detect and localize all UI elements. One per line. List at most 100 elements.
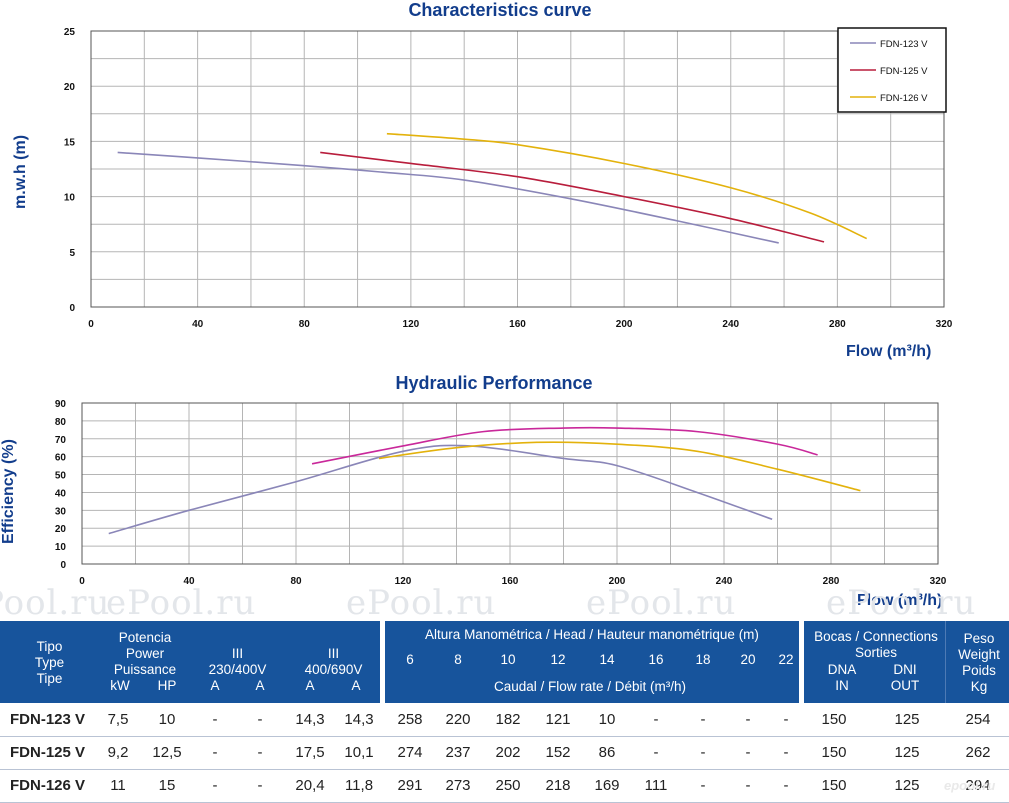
cell-dna: 150 (821, 777, 847, 794)
table-row: FDN-125 V 9,2 12,5 - - 17,5 10,1 150 125 262 274 23… (0, 736, 1009, 770)
cell-amp: 17,5 (295, 744, 325, 761)
watermark-5: ePool.ru (826, 583, 977, 623)
x-tick-label: 160 (502, 576, 519, 587)
watermark-1: ePool.ru (0, 583, 111, 623)
th-head-18: 18 (695, 652, 711, 667)
cell-flow: 274 (397, 744, 423, 761)
series-line-3 (386, 132, 868, 240)
cell-flow: - (700, 777, 706, 794)
cell-dni: 125 (894, 711, 920, 728)
cell-flow: 169 (594, 777, 620, 794)
y-tick-label: 5 (69, 248, 75, 259)
th-altura: Altura Manométrica / Head / Hauteur mano… (425, 627, 759, 642)
th-tipo: Tipo Type Tipe (34, 639, 65, 686)
cell-flow: 86 (598, 744, 616, 761)
y-tick-label: 40 (55, 488, 67, 499)
row-model: FDN-126 V (10, 777, 86, 794)
x-tick-label: 160 (509, 319, 526, 330)
series-line-3 (378, 441, 861, 492)
th-dna: DNA IN (827, 662, 857, 693)
legend-label: FDN-123 V (880, 39, 928, 50)
y-tick-label: 10 (64, 193, 76, 204)
y-tick-label: 20 (64, 82, 76, 93)
y-tick-label: 80 (55, 417, 67, 428)
characteristics-chart: 0 40 80 120 160 200 240 280 320 0 5 10 15 20 25 FDN-123… (64, 27, 953, 330)
cell-amp: 14,3 (295, 711, 325, 728)
cell-amp: - (212, 777, 218, 794)
cell-flow: - (653, 711, 659, 728)
cell-flow: - (783, 711, 789, 728)
cell-amp: 14,3 (344, 711, 374, 728)
row-model: FDN-125 V (10, 744, 86, 761)
x-tick-label: 280 (829, 319, 846, 330)
cell-flow: 121 (545, 711, 571, 728)
cell-weight: 262 (965, 744, 991, 761)
th-head-6: 6 (406, 652, 414, 667)
cell-amp: - (212, 744, 218, 761)
x-tick-label: 280 (823, 576, 840, 587)
th-peso: Peso Weight Poids Kg (958, 631, 1000, 694)
cell-weight: 294 (965, 777, 991, 794)
cell-flow: - (745, 744, 751, 761)
cell-flow: 152 (545, 744, 571, 761)
hydraulic-chart: 0 40 80 120 160 200 240 280 320 0 10 20 30 40 50 60 70 80… (55, 399, 947, 587)
legend-label: FDN-126 V (880, 93, 928, 104)
cell-dni: 125 (894, 777, 920, 794)
plot-area-frame (81, 402, 939, 565)
y-tick-label: 20 (55, 524, 67, 535)
cell-hp: 12,5 (152, 744, 182, 761)
watermark-4: ePool.ru (586, 583, 737, 623)
x-tick-label: 240 (722, 319, 739, 330)
cell-amp: - (257, 711, 263, 728)
table-row: FDN-123 V 7,5 10 - - 14,3 14,3 150 125 254 258 220 1… (0, 703, 1009, 737)
cell-kw: 11 (110, 777, 126, 794)
y-tick-label: 60 (55, 453, 67, 464)
cell-dna: 150 (821, 744, 847, 761)
header-divider (380, 621, 385, 703)
x-tick-label: 200 (609, 576, 626, 587)
x-tick-label: 0 (88, 319, 94, 330)
cell-hp: 15 (158, 777, 176, 794)
y-tick-label: 90 (55, 399, 67, 410)
x-tick-label: 120 (395, 576, 412, 587)
th-head-20: 20 (740, 652, 756, 667)
x-tick-label: 0 (79, 576, 85, 587)
series-line-2 (320, 151, 825, 243)
cell-flow: 218 (545, 777, 571, 794)
watermark-3: ePool.ru (346, 583, 497, 623)
x-tick-label: 120 (403, 319, 420, 330)
y-tick-label: 0 (69, 303, 75, 314)
cell-amp: 20,4 (295, 777, 325, 794)
cell-flow: - (783, 777, 789, 794)
cell-hp: 10 (158, 711, 176, 728)
y-tick-label: 0 (60, 560, 66, 571)
th-dni: DNI OUT (890, 662, 920, 693)
th-head-10: 10 (500, 652, 516, 667)
plot-area-frame (90, 30, 945, 308)
cell-kw: 7,5 (107, 711, 129, 728)
cell-dni: 125 (894, 744, 920, 761)
table-row: FDN-126 V 11 15 - - 20,4 11,8 150 125 294 291 273 25… (0, 769, 1009, 803)
th-head-22: 22 (778, 652, 794, 667)
cell-flow: 273 (445, 777, 471, 794)
th-amp: A (351, 678, 361, 693)
th-head-16: 16 (648, 652, 664, 667)
table-header: Tipo Type Tipe Potencia Power Puissance kW H… (0, 621, 1009, 703)
header-divider (799, 621, 804, 703)
cell-flow: - (745, 777, 751, 794)
x-tick-label: 320 (930, 576, 947, 587)
cell-flow: - (700, 744, 706, 761)
cell-flow: - (653, 744, 659, 761)
x-tick-label: 200 (616, 319, 633, 330)
chart1-xlabel: Flow (m³/h) (846, 343, 932, 360)
x-tick-label: 40 (192, 319, 204, 330)
chart1-title: Characteristics curve (408, 0, 592, 20)
cell-amp: 10,1 (344, 744, 374, 761)
cell-flow: 237 (445, 744, 471, 761)
y-tick-label: 70 (55, 435, 67, 446)
cell-flow: 202 (495, 744, 521, 761)
th-potencia: Potencia Power Puissance (113, 630, 177, 677)
row-model: FDN-123 V (10, 711, 86, 728)
th-hp: HP (157, 678, 177, 693)
cell-flow: 291 (397, 777, 423, 794)
